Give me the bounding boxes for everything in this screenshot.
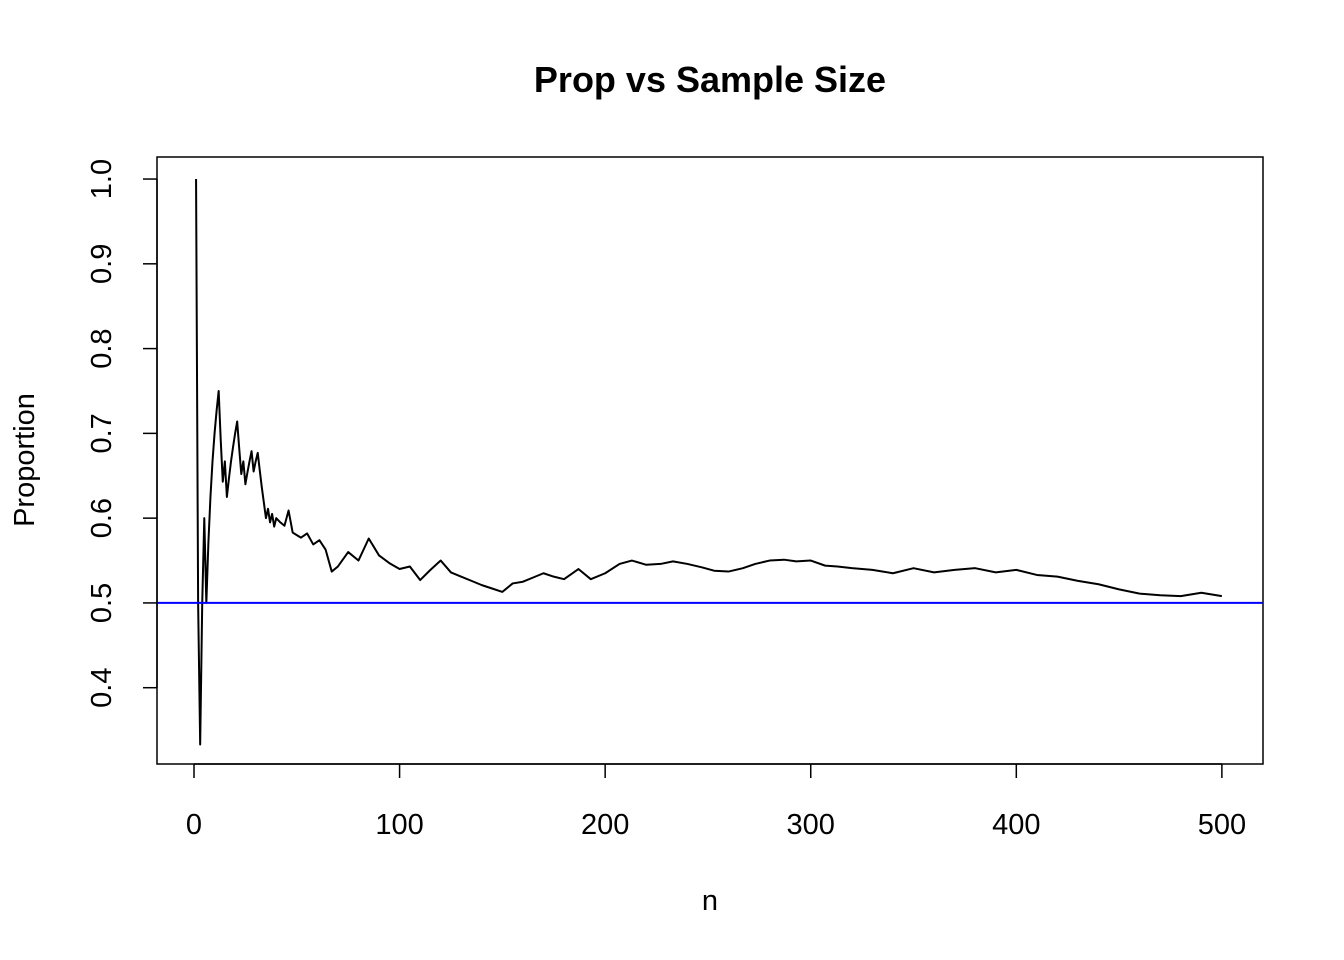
- plot-frame: [156, 156, 1264, 765]
- x-axis: 0 100 200 300 400 500: [186, 763, 1246, 841]
- chart-title: Prop vs Sample Size: [534, 59, 886, 100]
- x-tick-label: 0: [186, 809, 202, 841]
- x-axis-label: n: [702, 885, 718, 917]
- y-tick-label: 0.8: [86, 328, 118, 368]
- x-tick-label: 200: [581, 809, 629, 841]
- x-tick-label: 400: [992, 809, 1040, 841]
- y-axis-label: Proportion: [9, 393, 41, 527]
- y-tick-label: 0.9: [86, 244, 118, 284]
- proportion-line: [195, 179, 1223, 746]
- x-tick-label: 300: [787, 809, 835, 841]
- y-tick-label: 0.7: [86, 413, 118, 453]
- y-tick-label: 1.0: [86, 159, 118, 199]
- x-tick-label: 500: [1198, 809, 1246, 841]
- series-layer: [157, 179, 1263, 746]
- y-tick-label: 0.5: [86, 583, 118, 623]
- y-tick-label: 0.6: [86, 498, 118, 538]
- x-tick-label: 100: [375, 809, 423, 841]
- y-axis: 0.4 0.5 0.6 0.7 0.8 0.9 1.0: [86, 159, 158, 708]
- y-tick-label: 0.4: [86, 668, 118, 708]
